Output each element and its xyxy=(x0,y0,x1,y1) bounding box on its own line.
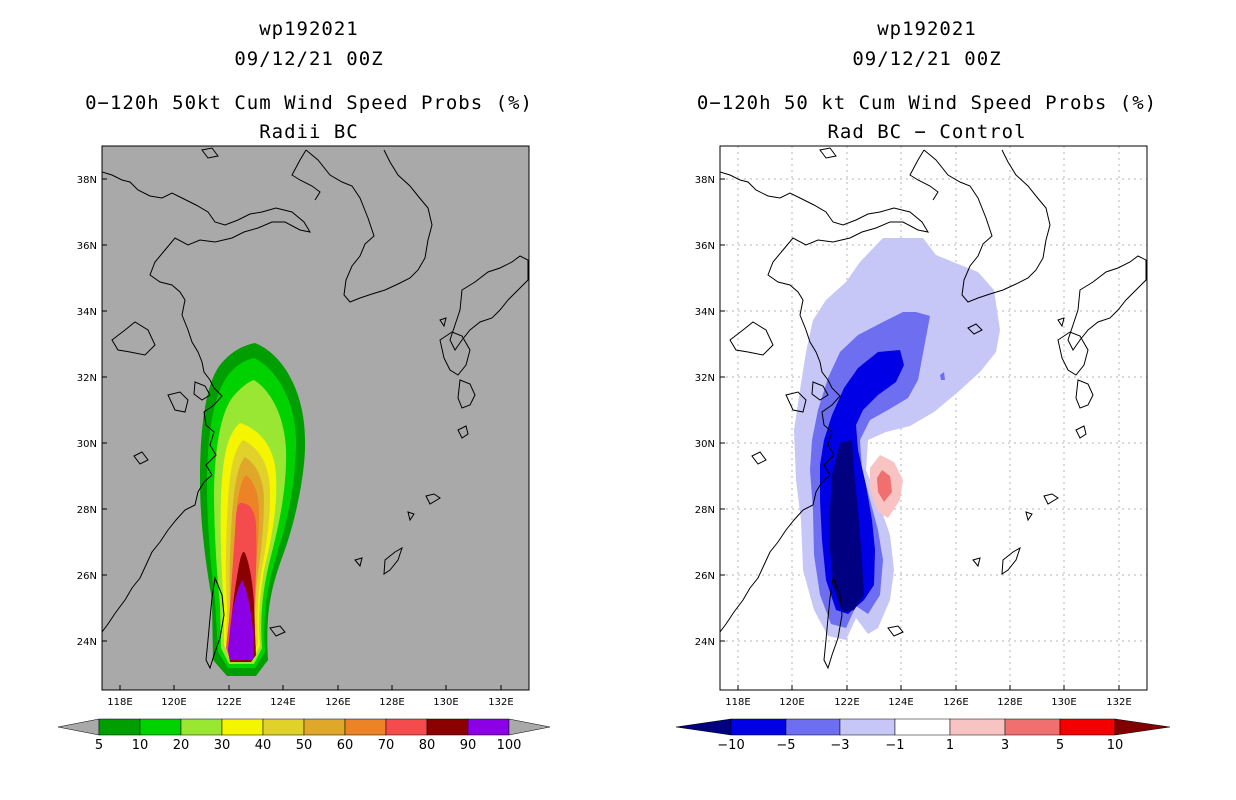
colorbar-label: 60 xyxy=(337,738,354,753)
left-map-panel: wp192021 09/12/21 00Z 0−120h 50kt Cum Wi… xyxy=(57,18,551,753)
lat-label: 26N xyxy=(695,571,715,582)
colorbar xyxy=(675,718,1171,736)
lon-label: 128E xyxy=(379,697,404,708)
product-subtitle: Radii BC xyxy=(259,121,359,143)
lat-label: 30N xyxy=(695,439,715,450)
colorbar-label: 3 xyxy=(1001,738,1009,753)
lat-label: 34N xyxy=(77,307,97,318)
colorbar-label: 90 xyxy=(460,738,477,753)
diff-contour-neg10 xyxy=(830,440,864,612)
right-map-panel: wp192021 09/12/21 00Z 0−120h 50 kt Cum W… xyxy=(618,0,1236,800)
lon-label: 124E xyxy=(888,697,913,708)
product-subtitle: Rad BC − Control xyxy=(827,121,1027,143)
colorbar-label: 70 xyxy=(378,738,395,753)
colorbar-high-arrow xyxy=(508,718,551,736)
coastlines xyxy=(720,147,1147,670)
colorbar-label: 1 xyxy=(946,738,954,753)
product-title: 0−120h 50 kt Cum Wind Speed Probs (%) xyxy=(696,92,1158,114)
colorbar-swatch xyxy=(949,718,1006,736)
colorbar-label: 10 xyxy=(132,738,149,753)
colorbar-swatch xyxy=(426,718,469,736)
colorbar-swatch xyxy=(1004,718,1061,736)
lon-label: 130E xyxy=(1051,697,1076,708)
colorbar-swatch xyxy=(839,718,896,736)
lon-label: 128E xyxy=(997,697,1022,708)
lon-label: 118E xyxy=(107,697,132,708)
map-background xyxy=(102,146,529,690)
map-frame xyxy=(719,145,1148,691)
colorbar-swatch xyxy=(385,718,428,736)
colorbar-swatch xyxy=(98,718,141,736)
prob-contour-90 xyxy=(228,580,254,660)
axis-ticks xyxy=(102,178,502,690)
colorbar-label: 100 xyxy=(497,738,522,753)
colorbar-high-arrow xyxy=(1114,718,1171,736)
lat-label: 38N xyxy=(77,175,97,186)
storm-id: wp192021 xyxy=(877,18,977,40)
axis-ticks xyxy=(720,178,1120,690)
colorbar-swatch xyxy=(139,718,182,736)
colorbar-low-arrow xyxy=(57,718,100,736)
lon-label: 124E xyxy=(270,697,295,708)
lon-label: 122E xyxy=(834,697,859,708)
map-frame xyxy=(101,145,530,691)
lat-label: 38N xyxy=(695,175,715,186)
lat-label: 32N xyxy=(695,373,715,384)
colorbar-swatch xyxy=(262,718,305,736)
colorbar-swatch xyxy=(344,718,387,736)
colorbar-swatch xyxy=(1059,718,1116,736)
lat-label: 26N xyxy=(77,571,97,582)
lon-label: 118E xyxy=(725,697,750,708)
lat-label: 24N xyxy=(695,637,715,648)
colorbar-low-arrow xyxy=(675,718,732,736)
colorbar-swatch xyxy=(730,718,787,736)
map-background xyxy=(720,146,1147,690)
colorbar-swatch xyxy=(221,718,264,736)
lat-label: 28N xyxy=(695,505,715,516)
colorbar-label: −10 xyxy=(717,738,744,753)
lon-label: 126E xyxy=(325,697,350,708)
diff-contour-pos3 xyxy=(877,470,892,502)
colorbar xyxy=(57,718,551,736)
colorbar-label: 10 xyxy=(1107,738,1124,753)
colorbar-label: 5 xyxy=(95,738,103,753)
colorbar-label: −1 xyxy=(885,738,904,753)
lat-label: 24N xyxy=(77,637,97,648)
lon-label: 132E xyxy=(488,697,513,708)
colorbar-swatch xyxy=(303,718,346,736)
colorbar-label: 5 xyxy=(1056,738,1064,753)
colorbar-label: 20 xyxy=(173,738,190,753)
lon-label: 120E xyxy=(779,697,804,708)
lat-label: 28N xyxy=(77,505,97,516)
colorbar-swatch xyxy=(467,718,510,736)
lat-label: 34N xyxy=(695,307,715,318)
lon-label: 130E xyxy=(433,697,458,708)
lat-label: 30N xyxy=(77,439,97,450)
gridlines xyxy=(720,146,1147,690)
forecast-datetime: 09/12/21 00Z xyxy=(852,48,1002,70)
colorbar-label: 40 xyxy=(255,738,272,753)
lat-label: 36N xyxy=(695,241,715,252)
colorbar-swatch xyxy=(785,718,841,736)
coastlines xyxy=(102,147,529,670)
lon-label: 132E xyxy=(1106,697,1131,708)
left-map-figure: 38N 36N 34N 32N 30N 28N 26N 24N 118E 120… xyxy=(57,145,551,753)
forecast-datetime: 09/12/21 00Z xyxy=(234,48,384,70)
lon-label: 122E xyxy=(216,697,241,708)
product-title: 0−120h 50kt Cum Wind Speed Probs (%) xyxy=(85,92,533,114)
storm-id: wp192021 xyxy=(259,18,359,40)
colorbar-label: 80 xyxy=(419,738,436,753)
lon-label: 120E xyxy=(161,697,186,708)
colorbar-label: −3 xyxy=(830,738,849,753)
lon-label: 126E xyxy=(943,697,968,708)
colorbar-label: −5 xyxy=(776,738,795,753)
lat-label: 32N xyxy=(77,373,97,384)
colorbar-label: 50 xyxy=(296,738,313,753)
colorbar-label: 30 xyxy=(214,738,231,753)
colorbar-swatch xyxy=(894,718,951,736)
right-map-figure: 38N 36N 34N 32N 30N 28N 26N 24N 118E 120… xyxy=(675,145,1171,753)
lat-label: 36N xyxy=(77,241,97,252)
colorbar-swatch xyxy=(180,718,223,736)
